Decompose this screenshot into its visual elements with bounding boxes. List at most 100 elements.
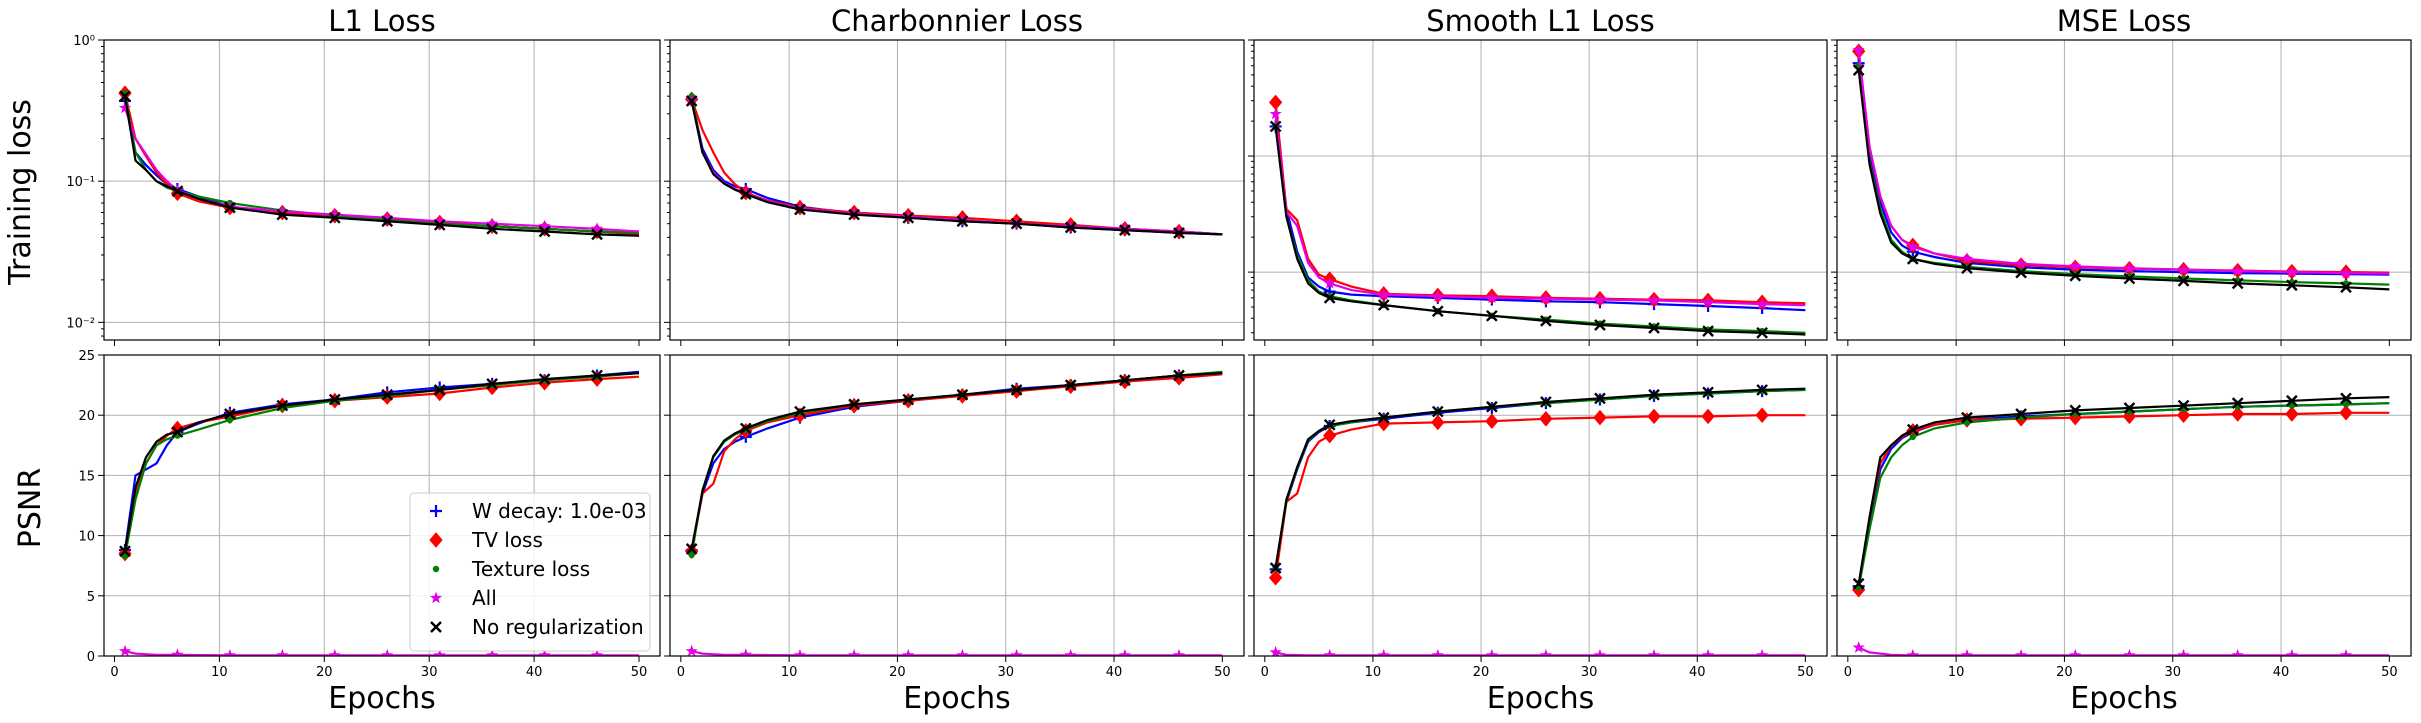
panel-title: Smooth L1 Loss	[1426, 4, 1655, 38]
marker-no-regularization	[486, 378, 498, 390]
marker-no-regularization	[2286, 279, 2298, 292]
marker-no-regularization	[1540, 396, 1552, 408]
x-axis-label: Epochs	[903, 681, 1011, 716]
xtick-label: 50	[631, 665, 648, 680]
legend-item-no-regularization: No regularization	[430, 615, 644, 639]
legend-item-all: All	[429, 586, 497, 610]
xtick-label: 20	[2056, 665, 2073, 680]
marker-no-regularization	[538, 373, 551, 385]
marker-all	[1960, 648, 1974, 656]
marker-all	[1647, 648, 1661, 656]
marker-no-regularization	[794, 203, 806, 216]
ytick-label: 10⁻¹	[66, 175, 95, 190]
marker-all	[1593, 293, 1607, 305]
marker-no-regularization	[1961, 411, 1973, 424]
marker-all	[1906, 240, 1919, 253]
marker-all	[1377, 648, 1390, 656]
x-axis-label: Epochs	[1487, 681, 1595, 716]
xtick-label: 30	[997, 665, 1014, 680]
marker-no-regularization	[1269, 120, 1282, 133]
marker-no-regularization	[1702, 325, 1714, 337]
xtick-label: 20	[889, 665, 906, 680]
marker-all	[171, 648, 184, 656]
ytick-label: 25	[78, 349, 95, 364]
marker-all	[276, 205, 289, 217]
legend-item-tv-loss: TV loss	[429, 528, 543, 552]
marker-all	[1647, 293, 1661, 306]
marker-all	[1852, 641, 1865, 653]
panel-title: L1 Loss	[328, 4, 435, 38]
marker-no-regularization	[2015, 408, 2027, 420]
marker-tv-loss	[2122, 408, 2137, 425]
marker-all	[902, 648, 915, 656]
series-line-all	[1274, 113, 1806, 307]
marker-all	[1960, 252, 1974, 265]
marker-all	[590, 648, 604, 656]
marker-all	[2014, 257, 2028, 269]
marker-no-regularization	[1377, 411, 1390, 424]
marker-all	[2123, 261, 2136, 274]
marker-all	[1323, 648, 1336, 656]
marker-all	[793, 648, 807, 656]
xtick-label: 40	[526, 665, 543, 680]
xtick-label: 0	[677, 665, 685, 680]
marker-no-regularization	[1323, 292, 1336, 304]
marker-all	[1377, 288, 1390, 300]
series-line-texture-loss	[123, 372, 640, 557]
legend-label: W decay: 1.0e-03	[472, 499, 647, 523]
marker-no-regularization	[1961, 262, 1973, 275]
series-line-w-decay-1-0e-03	[1274, 126, 1806, 312]
marker-no-regularization	[1377, 299, 1390, 311]
marker-all	[956, 648, 969, 656]
marker-all	[847, 648, 861, 656]
x-axis-label: Epochs	[2070, 681, 2178, 716]
ytick-label: 15	[78, 469, 95, 484]
marker-all	[1701, 648, 1715, 656]
panel-4: MSE Loss	[1831, 4, 2412, 346]
marker-no-regularization	[224, 408, 236, 420]
legend-label: Texture loss	[471, 557, 590, 581]
marker-no-regularization	[381, 388, 394, 401]
marker-no-regularization	[1323, 418, 1336, 431]
marker-all	[956, 213, 969, 226]
marker-no-regularization	[2123, 402, 2136, 414]
marker-no-regularization	[2286, 394, 2298, 407]
legend-box	[409, 492, 651, 652]
series-line-tv-loss	[690, 373, 1223, 552]
marker-no-regularization	[2231, 277, 2244, 290]
series-line-no-regularization	[690, 100, 1223, 236]
marker-no-regularization	[2069, 269, 2082, 282]
marker-no-regularization	[1906, 253, 1919, 265]
marker-all	[2231, 264, 2244, 277]
marker-all	[2123, 648, 2136, 656]
marker-no-regularization	[1269, 562, 1282, 574]
marker-no-regularization	[902, 393, 915, 406]
xtick-label: 50	[1214, 665, 1231, 680]
marker-no-regularization	[276, 208, 289, 221]
xtick-label: 30	[2164, 665, 2181, 680]
series-line-no-regularization	[1857, 69, 2390, 291]
marker-all	[1539, 292, 1553, 304]
panel-title: Charbonnier Loss	[831, 4, 1083, 38]
marker-no-regularization	[1756, 326, 1768, 339]
marker-no-regularization	[2340, 281, 2352, 294]
legend-marker-w-decay-1-0e-03	[430, 505, 442, 517]
panel-title: MSE Loss	[2057, 4, 2192, 38]
marker-all	[2177, 648, 2190, 656]
legend-item-texture-loss: Texture loss	[432, 557, 590, 581]
marker-texture-loss	[226, 416, 234, 424]
ytick-label: 10	[78, 530, 95, 545]
xtick-label: 0	[1261, 665, 1269, 680]
marker-no-regularization	[1173, 227, 1185, 239]
xtick-label: 0	[110, 665, 118, 680]
series-line-texture-loss	[1857, 402, 2390, 588]
ytick-label: 20	[78, 409, 95, 424]
marker-no-regularization	[1906, 423, 1919, 436]
marker-no-regularization	[1648, 388, 1660, 401]
marker-tv-loss	[1323, 427, 1337, 444]
marker-all	[223, 648, 237, 656]
marker-no-regularization	[1010, 217, 1023, 230]
marker-no-regularization	[538, 225, 551, 238]
marker-all	[276, 648, 289, 656]
